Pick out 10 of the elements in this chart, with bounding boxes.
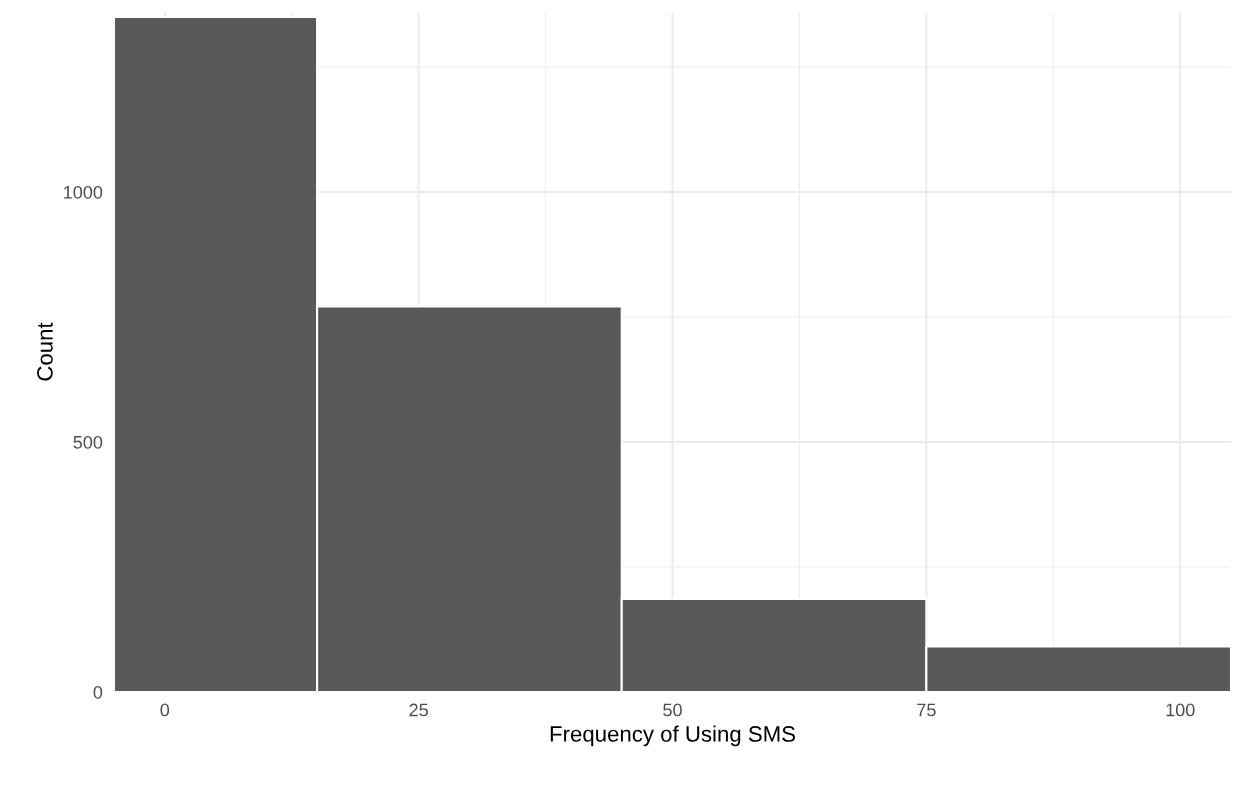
y-axis-title: Count (37, 322, 53, 381)
y-tick-label: 500 (73, 435, 103, 449)
x-tick-label: 75 (917, 703, 936, 717)
y-tick-label: 0 (93, 685, 103, 699)
x-tick-label: 0 (160, 703, 170, 717)
y-tick-label: 1000 (64, 185, 103, 199)
x-tick-label: 100 (1166, 703, 1195, 717)
x-tick-label: 50 (663, 703, 682, 717)
x-axis-title: Frequency of Using SMS (550, 725, 795, 747)
x-tick-label: 25 (409, 703, 428, 717)
